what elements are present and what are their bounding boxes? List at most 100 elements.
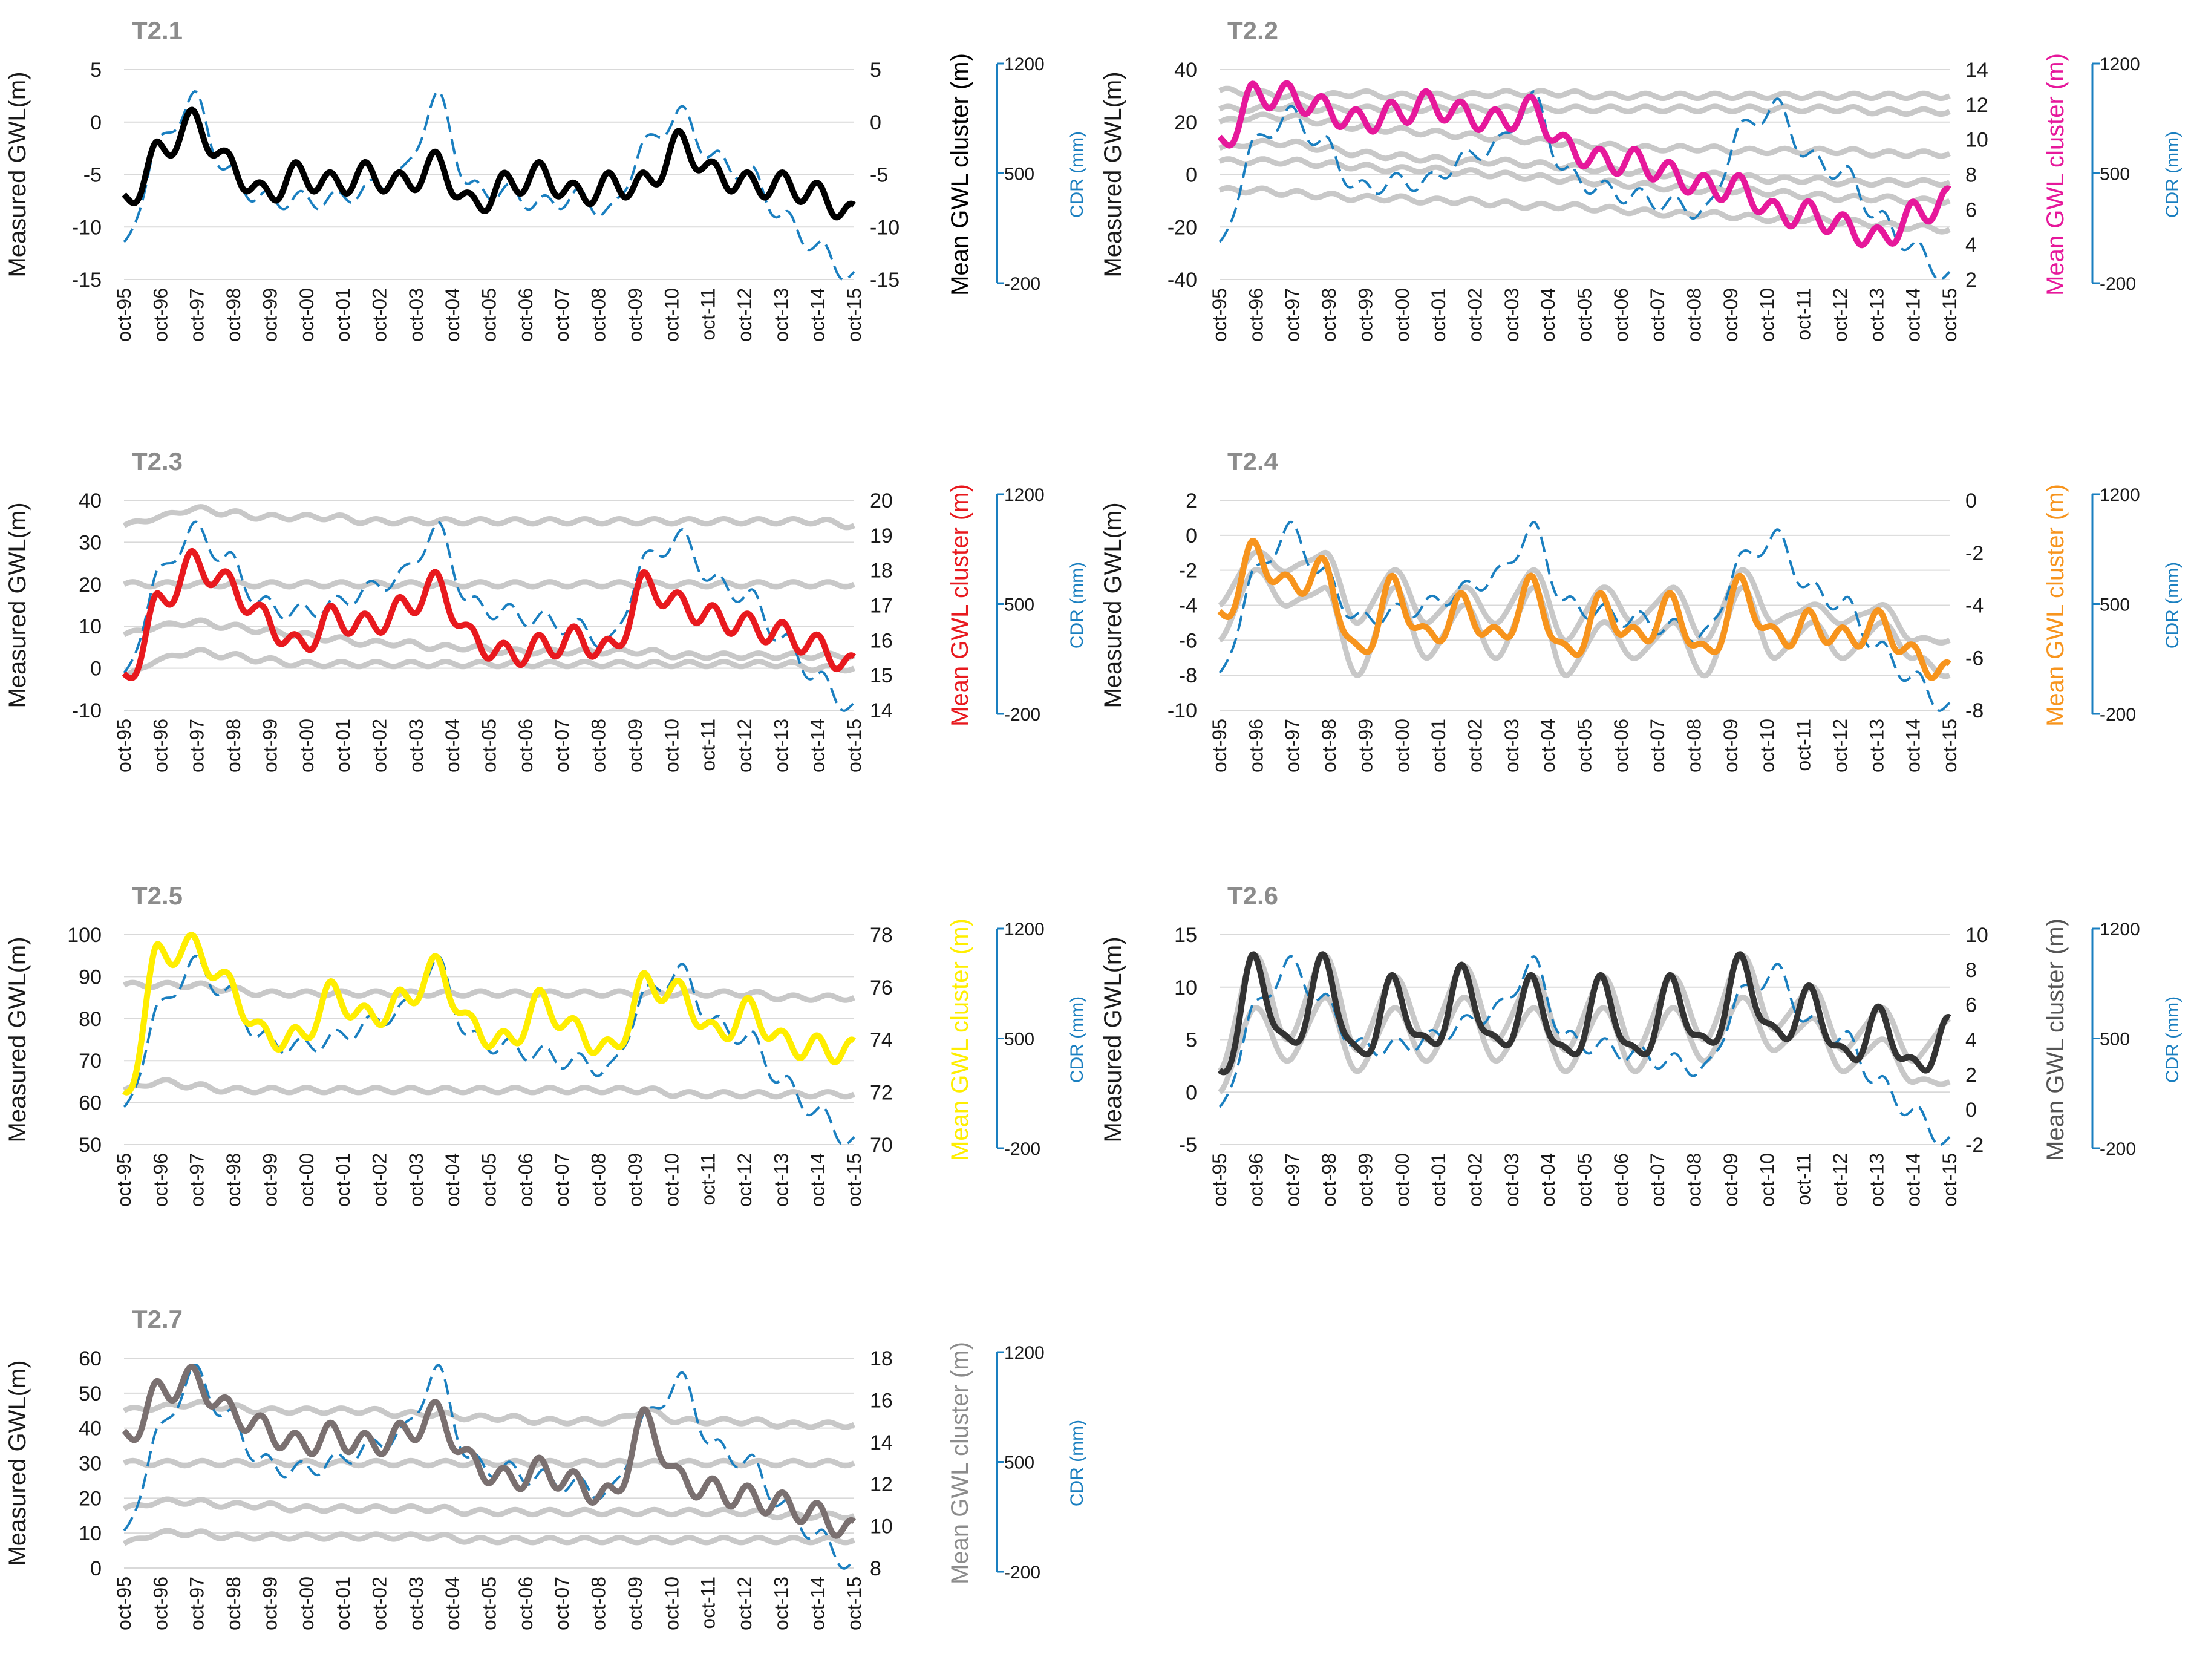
left-axis-label: Measured GWL(m) bbox=[1100, 71, 1126, 277]
left-tick-label: -2 bbox=[1179, 560, 1197, 583]
x-tick-label: oct-13 bbox=[770, 288, 792, 342]
chart-panel-T2-6: T2.6 15 10 5 0 -5 10 8 6 4 2 0 -2 1200 500 -200 Measured… bbox=[1100, 881, 2183, 1207]
right-tick-label: 20 bbox=[870, 489, 893, 512]
x-tick-label: oct-98 bbox=[1318, 288, 1340, 342]
x-tick-label: oct-06 bbox=[1610, 719, 1632, 773]
left-axis-label: Measured GWL(m) bbox=[1100, 936, 1126, 1142]
mean-gwl-cluster-line bbox=[1217, 80, 1951, 249]
background-well-line bbox=[122, 579, 856, 590]
right-axis-label: Mean GWL cluster (m) bbox=[947, 53, 973, 296]
x-tick-label: oct-02 bbox=[1464, 288, 1486, 342]
x-tick-label: oct-09 bbox=[1720, 288, 1742, 342]
x-tick-label: oct-10 bbox=[661, 1153, 682, 1207]
x-tick-label: oct-06 bbox=[515, 1577, 537, 1630]
left-tick-label: -4 bbox=[1179, 595, 1197, 618]
background-well-line bbox=[122, 504, 856, 531]
x-tick-label: oct-05 bbox=[1574, 719, 1596, 773]
x-tick-label: oct-00 bbox=[296, 719, 318, 773]
right-tick-label: 4 bbox=[1965, 234, 1977, 257]
left-tick-label: -15 bbox=[72, 269, 102, 292]
cdr-tick-label: -200 bbox=[1004, 1139, 1040, 1159]
right-tick-label: -10 bbox=[870, 216, 900, 239]
cdr-line bbox=[1218, 520, 1951, 712]
right-tick-label: 4 bbox=[1965, 1029, 1977, 1052]
left-tick-label: -10 bbox=[72, 699, 102, 722]
right-tick-label: 0 bbox=[1965, 489, 1977, 512]
background-well-line bbox=[122, 1077, 856, 1100]
right-tick-label: -2 bbox=[1965, 542, 1984, 565]
x-tick-label: oct-07 bbox=[1647, 719, 1668, 773]
x-tick-label: oct-04 bbox=[1537, 1153, 1559, 1207]
background-well-line bbox=[122, 1399, 856, 1430]
background-well-line bbox=[1218, 156, 1951, 206]
right-tick-label: 8 bbox=[1965, 164, 1977, 187]
x-tick-label: oct-01 bbox=[1428, 1153, 1449, 1207]
x-tick-label: oct-08 bbox=[588, 1153, 610, 1207]
x-tick-label: oct-07 bbox=[551, 719, 573, 773]
x-tick-label: oct-96 bbox=[1245, 719, 1267, 773]
x-tick-label: oct-99 bbox=[1354, 719, 1376, 773]
x-tick-label: oct-95 bbox=[113, 288, 135, 342]
cdr-tick-label: -200 bbox=[1004, 1563, 1040, 1583]
x-tick-label: oct-00 bbox=[296, 1577, 318, 1630]
x-tick-label: oct-13 bbox=[770, 719, 792, 773]
cdr-axis-label: CDR (mm) bbox=[1067, 562, 1087, 649]
right-tick-label: 5 bbox=[870, 59, 881, 82]
x-tick-label: oct-00 bbox=[1391, 288, 1413, 342]
right-tick-label: 2 bbox=[1965, 1064, 1977, 1087]
right-tick-label: 15 bbox=[870, 664, 893, 687]
x-tick-label: oct-10 bbox=[661, 1577, 682, 1630]
left-tick-label: 50 bbox=[79, 1382, 102, 1405]
x-tick-label: oct-96 bbox=[149, 719, 171, 773]
left-tick-label: 20 bbox=[1174, 111, 1197, 134]
left-tick-label: 40 bbox=[1174, 59, 1197, 82]
left-tick-label: 60 bbox=[79, 1092, 102, 1115]
x-tick-label: oct-12 bbox=[1829, 719, 1851, 773]
x-tick-label: oct-03 bbox=[405, 719, 427, 773]
x-tick-label: oct-06 bbox=[515, 719, 537, 773]
x-tick-label: oct-98 bbox=[1318, 719, 1340, 773]
x-tick-label: oct-02 bbox=[368, 1577, 390, 1630]
x-tick-label: oct-12 bbox=[1829, 288, 1851, 342]
x-tick-label: oct-11 bbox=[697, 719, 719, 771]
cdr-axis-label: CDR (mm) bbox=[1067, 996, 1087, 1083]
chart-title: T2.2 bbox=[1227, 16, 1278, 45]
chart-panel-T2-4: T2.4 2 0 -2 -4 -6 -8 -10 0 -2 -4 -6 -8 1200 500 -200 Mea… bbox=[1100, 447, 2183, 773]
cdr-tick-label: 500 bbox=[2100, 1030, 2130, 1050]
cdr-tick-label: -200 bbox=[2100, 274, 2136, 294]
chart-title: T2.4 bbox=[1227, 447, 1279, 476]
x-tick-label: oct-99 bbox=[1354, 1153, 1376, 1207]
x-tick-label: oct-04 bbox=[442, 288, 463, 342]
x-tick-label: oct-10 bbox=[661, 719, 682, 773]
background-well-line bbox=[1218, 185, 1951, 235]
x-tick-label: oct-04 bbox=[442, 1577, 463, 1630]
x-tick-label: oct-96 bbox=[149, 1153, 171, 1207]
right-tick-label: 16 bbox=[870, 1389, 893, 1412]
background-well-line bbox=[122, 617, 856, 661]
cdr-tick-label: 500 bbox=[1004, 1453, 1034, 1473]
x-tick-label: oct-08 bbox=[588, 288, 610, 342]
x-tick-label: oct-00 bbox=[296, 1153, 318, 1207]
x-tick-label: oct-00 bbox=[1391, 1153, 1413, 1207]
left-axis-label: Measured GWL(m) bbox=[4, 71, 31, 277]
x-tick-label: oct-98 bbox=[223, 1577, 244, 1630]
x-tick-label: oct-07 bbox=[551, 1153, 573, 1207]
mean-gwl-cluster-line bbox=[1217, 538, 1951, 681]
background-well-line bbox=[1218, 85, 1951, 101]
left-tick-label: 0 bbox=[1186, 164, 1197, 187]
x-tick-label: oct-02 bbox=[1464, 1153, 1486, 1207]
x-tick-label: oct-02 bbox=[368, 719, 390, 773]
x-tick-label: oct-03 bbox=[405, 288, 427, 342]
x-tick-label: oct-10 bbox=[661, 288, 682, 342]
background-well-line bbox=[122, 979, 856, 1003]
left-tick-label: 0 bbox=[90, 658, 102, 681]
left-axis-label: Measured GWL(m) bbox=[4, 502, 31, 708]
x-tick-label: oct-95 bbox=[113, 1577, 135, 1630]
left-tick-label: 0 bbox=[1186, 525, 1197, 547]
x-tick-label: oct-06 bbox=[1610, 288, 1632, 342]
x-tick-label: oct-04 bbox=[442, 1153, 463, 1207]
x-tick-label: oct-14 bbox=[807, 1577, 829, 1630]
cdr-tick-label: 500 bbox=[1004, 165, 1034, 185]
cdr-tick-label: 1200 bbox=[2100, 54, 2140, 74]
x-tick-label: oct-12 bbox=[734, 1153, 756, 1207]
